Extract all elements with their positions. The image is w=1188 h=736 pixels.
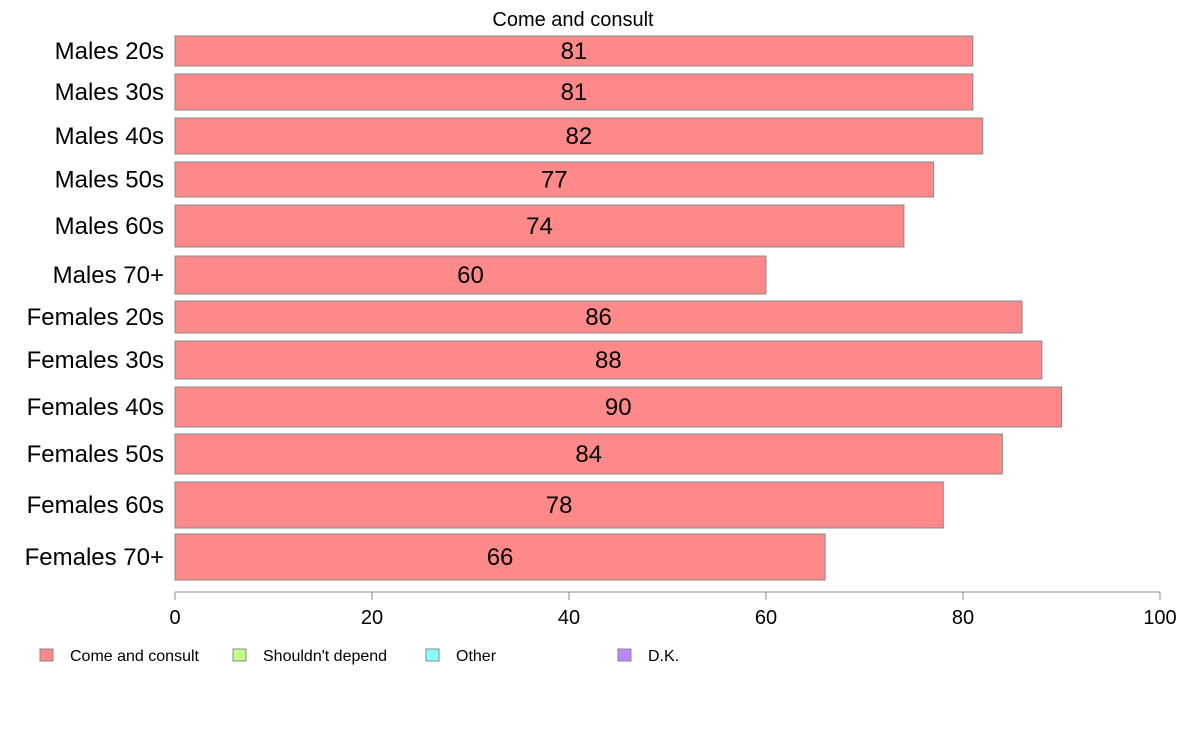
- bar-value-label: 90: [605, 394, 632, 421]
- category-label: Males 50s: [55, 167, 164, 194]
- category-label: Females 40s: [27, 394, 164, 421]
- category-label: Males 60s: [55, 213, 164, 240]
- bar-value-label: 81: [561, 79, 588, 106]
- bar: [174, 161, 934, 198]
- legend-label: Come and consult: [70, 648, 200, 665]
- category-label: Females 70+: [25, 544, 164, 571]
- bar: [174, 386, 1062, 428]
- x-tick-label: 40: [558, 607, 580, 629]
- bar-value-label: 86: [585, 304, 612, 331]
- bar: [174, 204, 905, 248]
- x-tick-label: 60: [755, 607, 777, 629]
- category-label: Males 70+: [53, 262, 164, 289]
- category-label: Males 20s: [55, 38, 164, 65]
- bar: [174, 340, 1043, 380]
- legend-label: Other: [456, 648, 497, 665]
- bar-value-label: 82: [565, 123, 592, 150]
- bar-value-label: 60: [457, 262, 484, 289]
- bar: [174, 73, 974, 111]
- bar: [174, 35, 974, 67]
- legend-label: Shouldn't depend: [263, 648, 387, 665]
- chart-title: Come and consult: [492, 9, 654, 31]
- bar-value-label: 88: [595, 347, 622, 374]
- category-label: Females 20s: [27, 304, 164, 331]
- x-axis: 0 20 40 60 80 100: [169, 591, 1177, 629]
- category-label: Females 30s: [27, 347, 164, 374]
- legend-label: D.K.: [648, 648, 679, 665]
- x-tick-label: 0: [169, 607, 180, 629]
- category-label: Males 30s: [55, 79, 164, 106]
- bar-value-label: 74: [526, 213, 553, 240]
- category-label: Females 50s: [27, 441, 164, 468]
- bar-value-label: 66: [487, 544, 514, 571]
- bar: [174, 533, 826, 581]
- legend-swatch: [425, 648, 440, 662]
- bar-value-label: 77: [541, 167, 568, 194]
- category-label: Males 40s: [55, 123, 164, 150]
- bar-value-label: 78: [546, 492, 573, 519]
- x-tick-label: 80: [952, 607, 974, 629]
- bar: [174, 117, 984, 155]
- x-tick-label: 20: [361, 607, 383, 629]
- x-tick-label: 100: [1143, 607, 1176, 629]
- bar: [174, 481, 944, 529]
- legend: Come and consult Shouldn't depend Other D.K…: [39, 648, 679, 665]
- category-label: Females 60s: [27, 492, 164, 519]
- bar-value-label: 84: [575, 441, 602, 468]
- bars-group: Males 20s 81 Males 30s 81 Males 40s 82 Males 5…: [25, 35, 1062, 581]
- bar: [174, 300, 1023, 334]
- legend-swatch: [39, 648, 54, 662]
- bar: [174, 255, 767, 295]
- bar-value-label: 81: [561, 38, 588, 65]
- bar: [174, 433, 1003, 475]
- legend-swatch: [617, 648, 632, 662]
- legend-swatch: [232, 648, 247, 662]
